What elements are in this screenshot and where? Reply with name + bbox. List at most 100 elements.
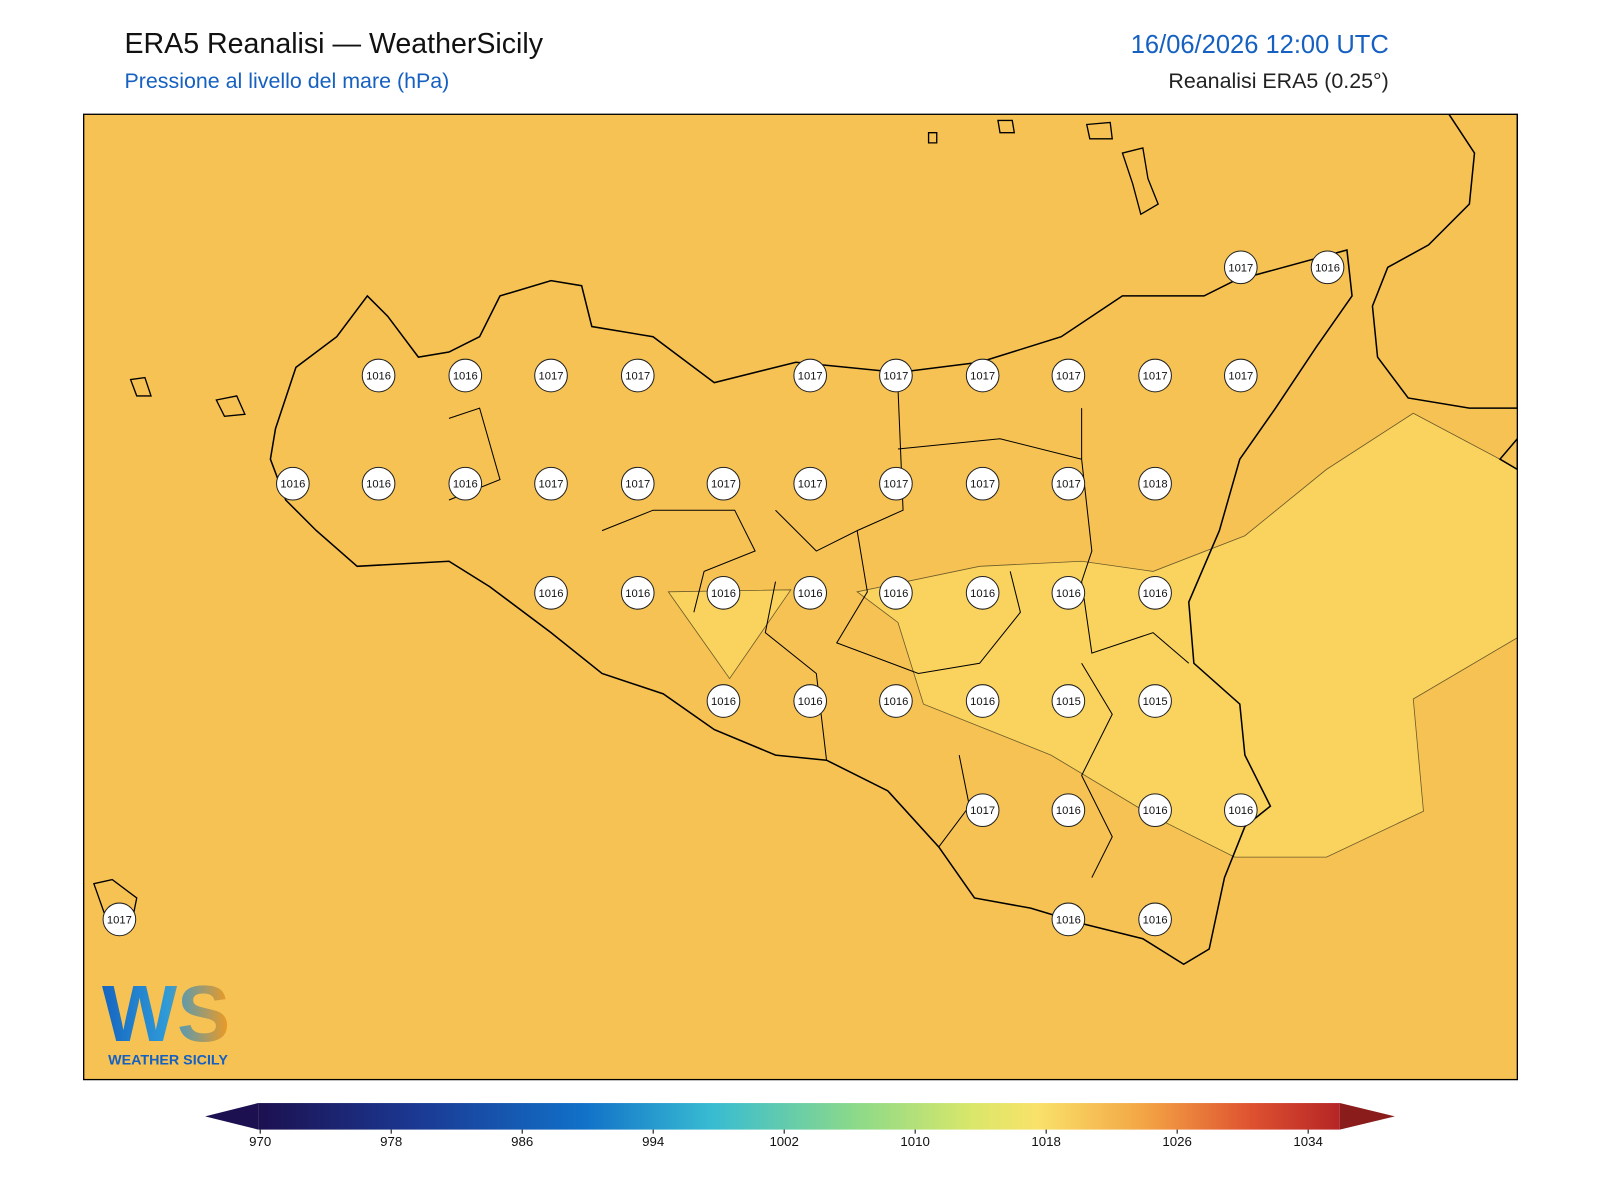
station-value: 1016 [1056, 588, 1081, 600]
station-marker [965, 466, 1000, 501]
station-value: 1016 [798, 588, 823, 600]
station-value: 1017 [1228, 262, 1253, 274]
station-marker [361, 358, 396, 393]
stations: 1017 1016 1016 1016 1017 1017 1017 1017 1017 1017… [102, 250, 1345, 937]
station-marker [965, 684, 1000, 718]
station-marker [706, 466, 741, 501]
station-marker [879, 358, 913, 393]
station-value: 1016 [970, 588, 995, 600]
station-marker [1051, 902, 1086, 937]
station-marker [1051, 684, 1086, 718]
station-marker [620, 576, 655, 610]
station-value: 1017 [798, 479, 823, 491]
coastline [269, 249, 1353, 966]
station-marker [793, 684, 828, 718]
station-marker [706, 684, 741, 718]
map: 1017 1016 1016 1016 1017 1017 1017 1017 1017 1017… [83, 114, 1518, 1080]
station-marker [361, 466, 396, 501]
station-value: 1016 [280, 479, 305, 491]
station-marker [793, 576, 828, 610]
station-value: 1017 [539, 370, 564, 382]
station-value: 1016 [1056, 914, 1081, 926]
station-marker [102, 902, 137, 937]
colorbar-tick-label: 1026 [1162, 1134, 1191, 1149]
station-value: 1016 [798, 696, 823, 708]
station-value: 1017 [883, 479, 908, 491]
station-marker [1138, 793, 1172, 828]
station-value: 1016 [883, 696, 908, 708]
station-marker [1223, 358, 1258, 393]
logo-name: WEATHER SICILY [108, 1052, 228, 1068]
station-marker [965, 576, 1000, 610]
station-value: 1017 [1056, 479, 1081, 491]
station-value: 1017 [539, 479, 564, 491]
station-value: 1016 [366, 479, 391, 491]
colorbar-tick-label: 1002 [769, 1134, 798, 1149]
station-marker [620, 466, 655, 501]
station-value: 1016 [366, 370, 391, 382]
station-marker [276, 466, 310, 501]
station-value: 1017 [970, 479, 995, 491]
station-value: 1016 [1315, 262, 1340, 274]
station-value: 1017 [1143, 370, 1168, 382]
station-marker [1310, 250, 1345, 285]
station-marker [793, 466, 828, 501]
pressure-zone [856, 412, 1518, 858]
station-marker [879, 684, 913, 718]
colorbar-bar [258, 1103, 1340, 1130]
colorbar-ticks: 970 978 986 994 1002 1010 1018 1026 1034 [249, 1129, 1323, 1149]
colorbar-tick-label: 986 [511, 1134, 533, 1149]
station-value: 1017 [107, 914, 132, 926]
station-value: 1016 [970, 696, 995, 708]
station-value: 1016 [711, 696, 736, 708]
station-value: 1016 [711, 588, 736, 600]
station-marker [448, 466, 483, 501]
station-marker [1051, 576, 1086, 610]
station-marker [1138, 576, 1172, 610]
station-value: 1018 [1143, 479, 1168, 491]
station-value: 1016 [453, 370, 478, 382]
station-marker [534, 466, 568, 501]
station-value: 1017 [625, 370, 650, 382]
station-marker [1051, 466, 1086, 501]
station-value: 1017 [1056, 370, 1081, 382]
station-value: 1015 [1056, 696, 1081, 708]
station-marker [1223, 250, 1258, 285]
station-value: 1017 [711, 479, 736, 491]
station-marker [965, 793, 1000, 828]
colorbar: 970 978 986 994 1002 1010 1018 1026 1034 [205, 1103, 1395, 1149]
map-frame [83, 113, 1519, 1081]
station-value: 1015 [1143, 696, 1168, 708]
station-marker [879, 576, 913, 610]
colorbar-tick-label: 970 [249, 1134, 271, 1149]
station-marker [1138, 466, 1172, 501]
station-marker [965, 358, 1000, 393]
station-marker [448, 358, 483, 393]
station-marker [620, 358, 655, 393]
colorbar-extend-high [1339, 1103, 1395, 1130]
station-marker [793, 358, 828, 393]
station-value: 1017 [970, 370, 995, 382]
station-value: 1016 [539, 588, 564, 600]
station-value: 1017 [970, 805, 995, 817]
station-value: 1016 [1056, 805, 1081, 817]
station-marker [1138, 902, 1172, 937]
station-value: 1017 [798, 370, 823, 382]
subtitle: Pressione al livello del mare (hPa) [124, 69, 449, 93]
station-marker [1051, 358, 1086, 393]
colorbar-tick-label: 1010 [900, 1134, 929, 1149]
station-value: 1016 [883, 588, 908, 600]
datetime: 16/06/2026 12:00 UTC [1131, 31, 1389, 59]
island [93, 119, 1159, 920]
station-value: 1017 [625, 479, 650, 491]
station-value: 1016 [1143, 914, 1168, 926]
calabria-coast [1371, 114, 1518, 471]
station-value: 1017 [1228, 370, 1253, 382]
station-value: 1016 [1143, 588, 1168, 600]
colorbar-tick-label: 978 [380, 1134, 402, 1149]
station-marker [1051, 793, 1086, 828]
station-marker [706, 576, 741, 610]
station-marker [534, 358, 568, 393]
station-marker [1138, 358, 1172, 393]
